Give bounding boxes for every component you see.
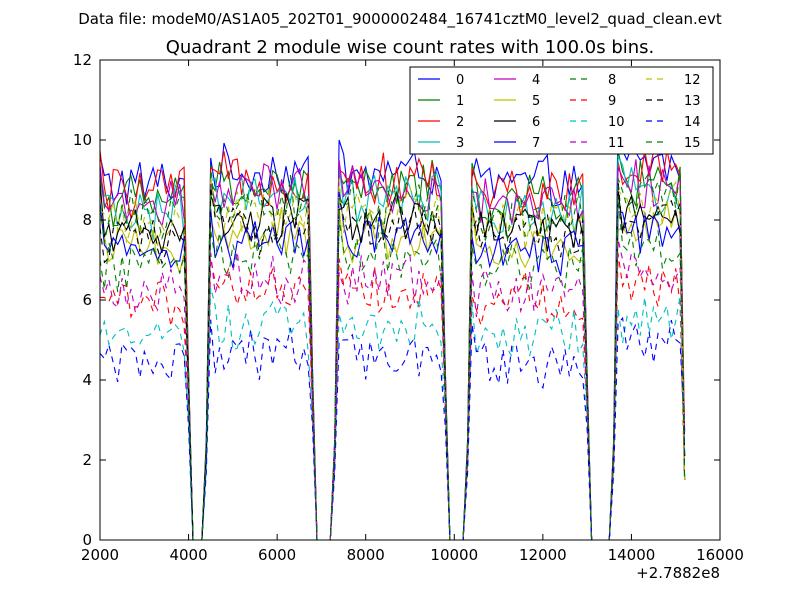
y-tick-label: 0 (82, 531, 92, 549)
y-tick-label: 4 (82, 371, 92, 389)
series-line-11 (100, 239, 685, 540)
legend-label-1: 1 (456, 94, 464, 109)
legend-label-12: 12 (684, 73, 701, 88)
x-tick-label: 10000 (430, 546, 478, 564)
legend-label-5: 5 (532, 94, 540, 109)
x-tick-label: 16000 (696, 546, 744, 564)
legend-label-4: 4 (532, 73, 540, 88)
legend-label-13: 13 (684, 94, 701, 109)
legend-label-6: 6 (532, 115, 540, 130)
legend-label-15: 15 (684, 136, 701, 151)
legend-label-7: 7 (532, 136, 540, 151)
x-tick-label: 14000 (608, 546, 656, 564)
legend-label-10: 10 (608, 115, 625, 130)
x-tick-label: 4000 (169, 546, 207, 564)
legend-label-11: 11 (608, 136, 625, 151)
x-axis-offset-label: +2.7882e8 (636, 564, 720, 582)
chart-figure: Data file: modeM0/AS1A05_202T01_90000024… (0, 0, 800, 600)
y-tick-label: 2 (82, 451, 92, 469)
x-tick-label: 8000 (347, 546, 385, 564)
chart-suptitle: Data file: modeM0/AS1A05_202T01_90000024… (78, 10, 722, 29)
legend-label-0: 0 (456, 73, 464, 88)
series-layer (100, 116, 685, 540)
y-tick-label: 6 (82, 291, 92, 309)
chart-title: Quadrant 2 module wise count rates with … (166, 37, 655, 58)
x-tick-label: 12000 (519, 546, 567, 564)
y-tick-label: 8 (82, 211, 92, 229)
legend-label-14: 14 (684, 115, 701, 130)
legend-label-3: 3 (456, 136, 464, 151)
legend-label-9: 9 (608, 94, 616, 109)
y-tick-label: 10 (73, 131, 92, 149)
x-tick-label: 6000 (258, 546, 296, 564)
y-tick-label: 12 (73, 51, 92, 69)
legend-label-2: 2 (456, 115, 464, 130)
legend-label-8: 8 (608, 73, 616, 88)
